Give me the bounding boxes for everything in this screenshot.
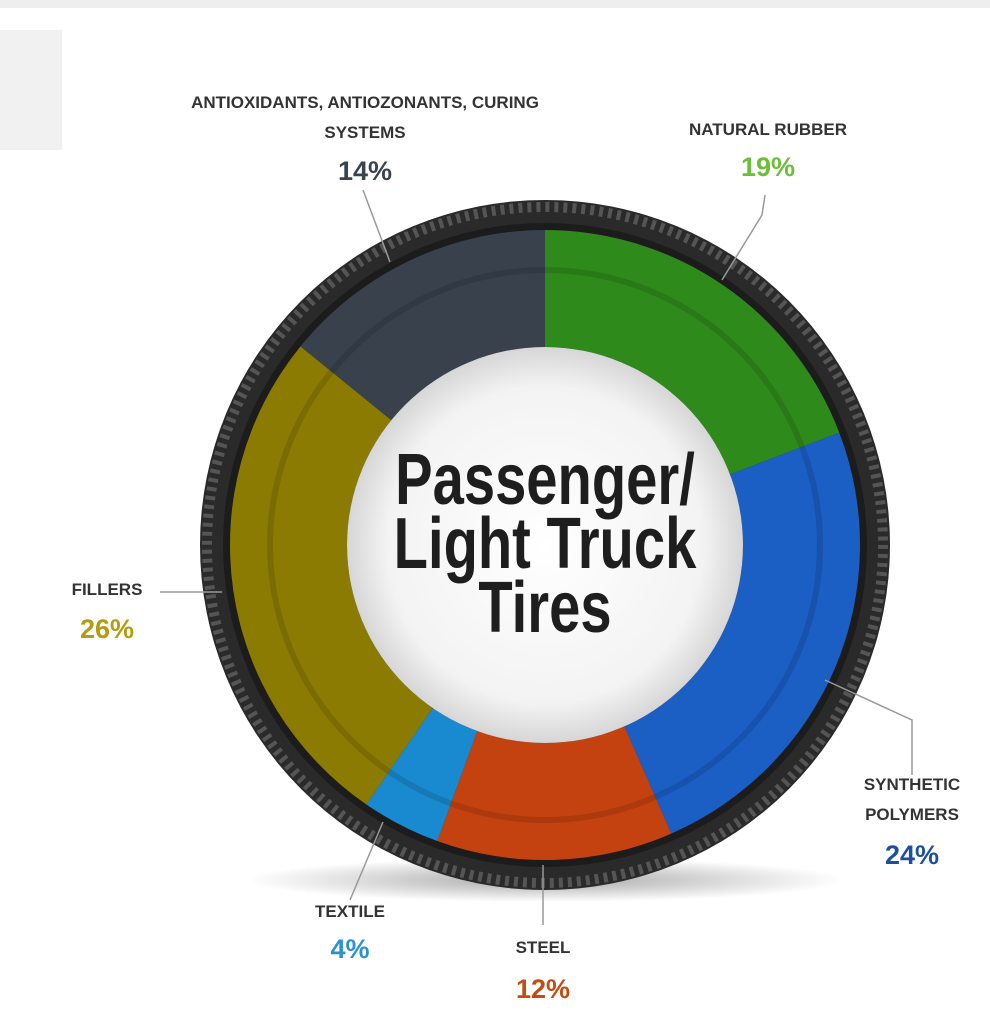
page: Passenger/ Light Truck Tires (() => { co…	[0, 0, 990, 1020]
value-label: 4%	[290, 934, 410, 965]
category-label: TEXTILE	[250, 897, 450, 927]
value-label: 26%	[47, 614, 167, 645]
category-label: NATURAL RUBBER	[643, 115, 893, 145]
value-label: 19%	[708, 152, 828, 183]
category-label: STEEL	[443, 933, 643, 963]
value-label: 14%	[305, 156, 425, 187]
category-label: ANTIOXIDANTS, ANTIOZONANTS, CURING SYSTE…	[175, 88, 555, 148]
category-label: FILLERS	[32, 575, 182, 605]
category-label: SYNTHETIC POLYMERS	[842, 770, 982, 830]
value-label: 24%	[852, 840, 972, 871]
value-label: 12%	[483, 974, 603, 1005]
top-strip	[0, 0, 990, 8]
side-strip	[0, 30, 62, 150]
chart-title: Passenger/ Light Truck Tires	[377, 448, 714, 640]
